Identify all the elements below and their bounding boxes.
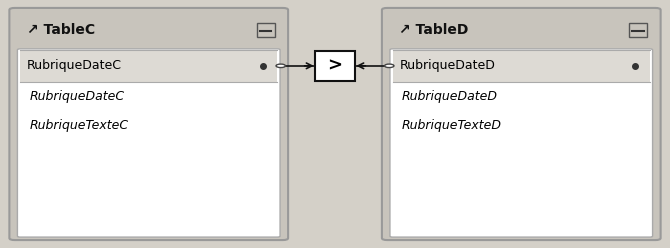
Text: ↗ TableD: ↗ TableD [399, 23, 469, 37]
Text: RubriqueTexteC: RubriqueTexteC [29, 119, 129, 132]
Bar [20, 50, 277, 82]
FancyBboxPatch shape [390, 49, 653, 237]
Text: RubriqueTexteD: RubriqueTexteD [402, 119, 502, 132]
Bar [393, 50, 650, 82]
FancyBboxPatch shape [17, 49, 280, 237]
Text: RubriqueDateC: RubriqueDateC [27, 59, 122, 72]
Text: RubriqueDateD: RubriqueDateD [399, 59, 495, 72]
FancyBboxPatch shape [629, 23, 647, 37]
FancyBboxPatch shape [315, 51, 355, 81]
Text: >: > [328, 57, 342, 75]
FancyBboxPatch shape [257, 23, 275, 37]
Circle shape [385, 64, 394, 67]
FancyBboxPatch shape [382, 8, 661, 240]
FancyBboxPatch shape [9, 8, 288, 240]
Text: RubriqueDateD: RubriqueDateD [402, 91, 498, 103]
Text: RubriqueDateC: RubriqueDateC [29, 91, 125, 103]
Circle shape [276, 64, 285, 67]
Text: ↗ TableC: ↗ TableC [27, 23, 95, 37]
